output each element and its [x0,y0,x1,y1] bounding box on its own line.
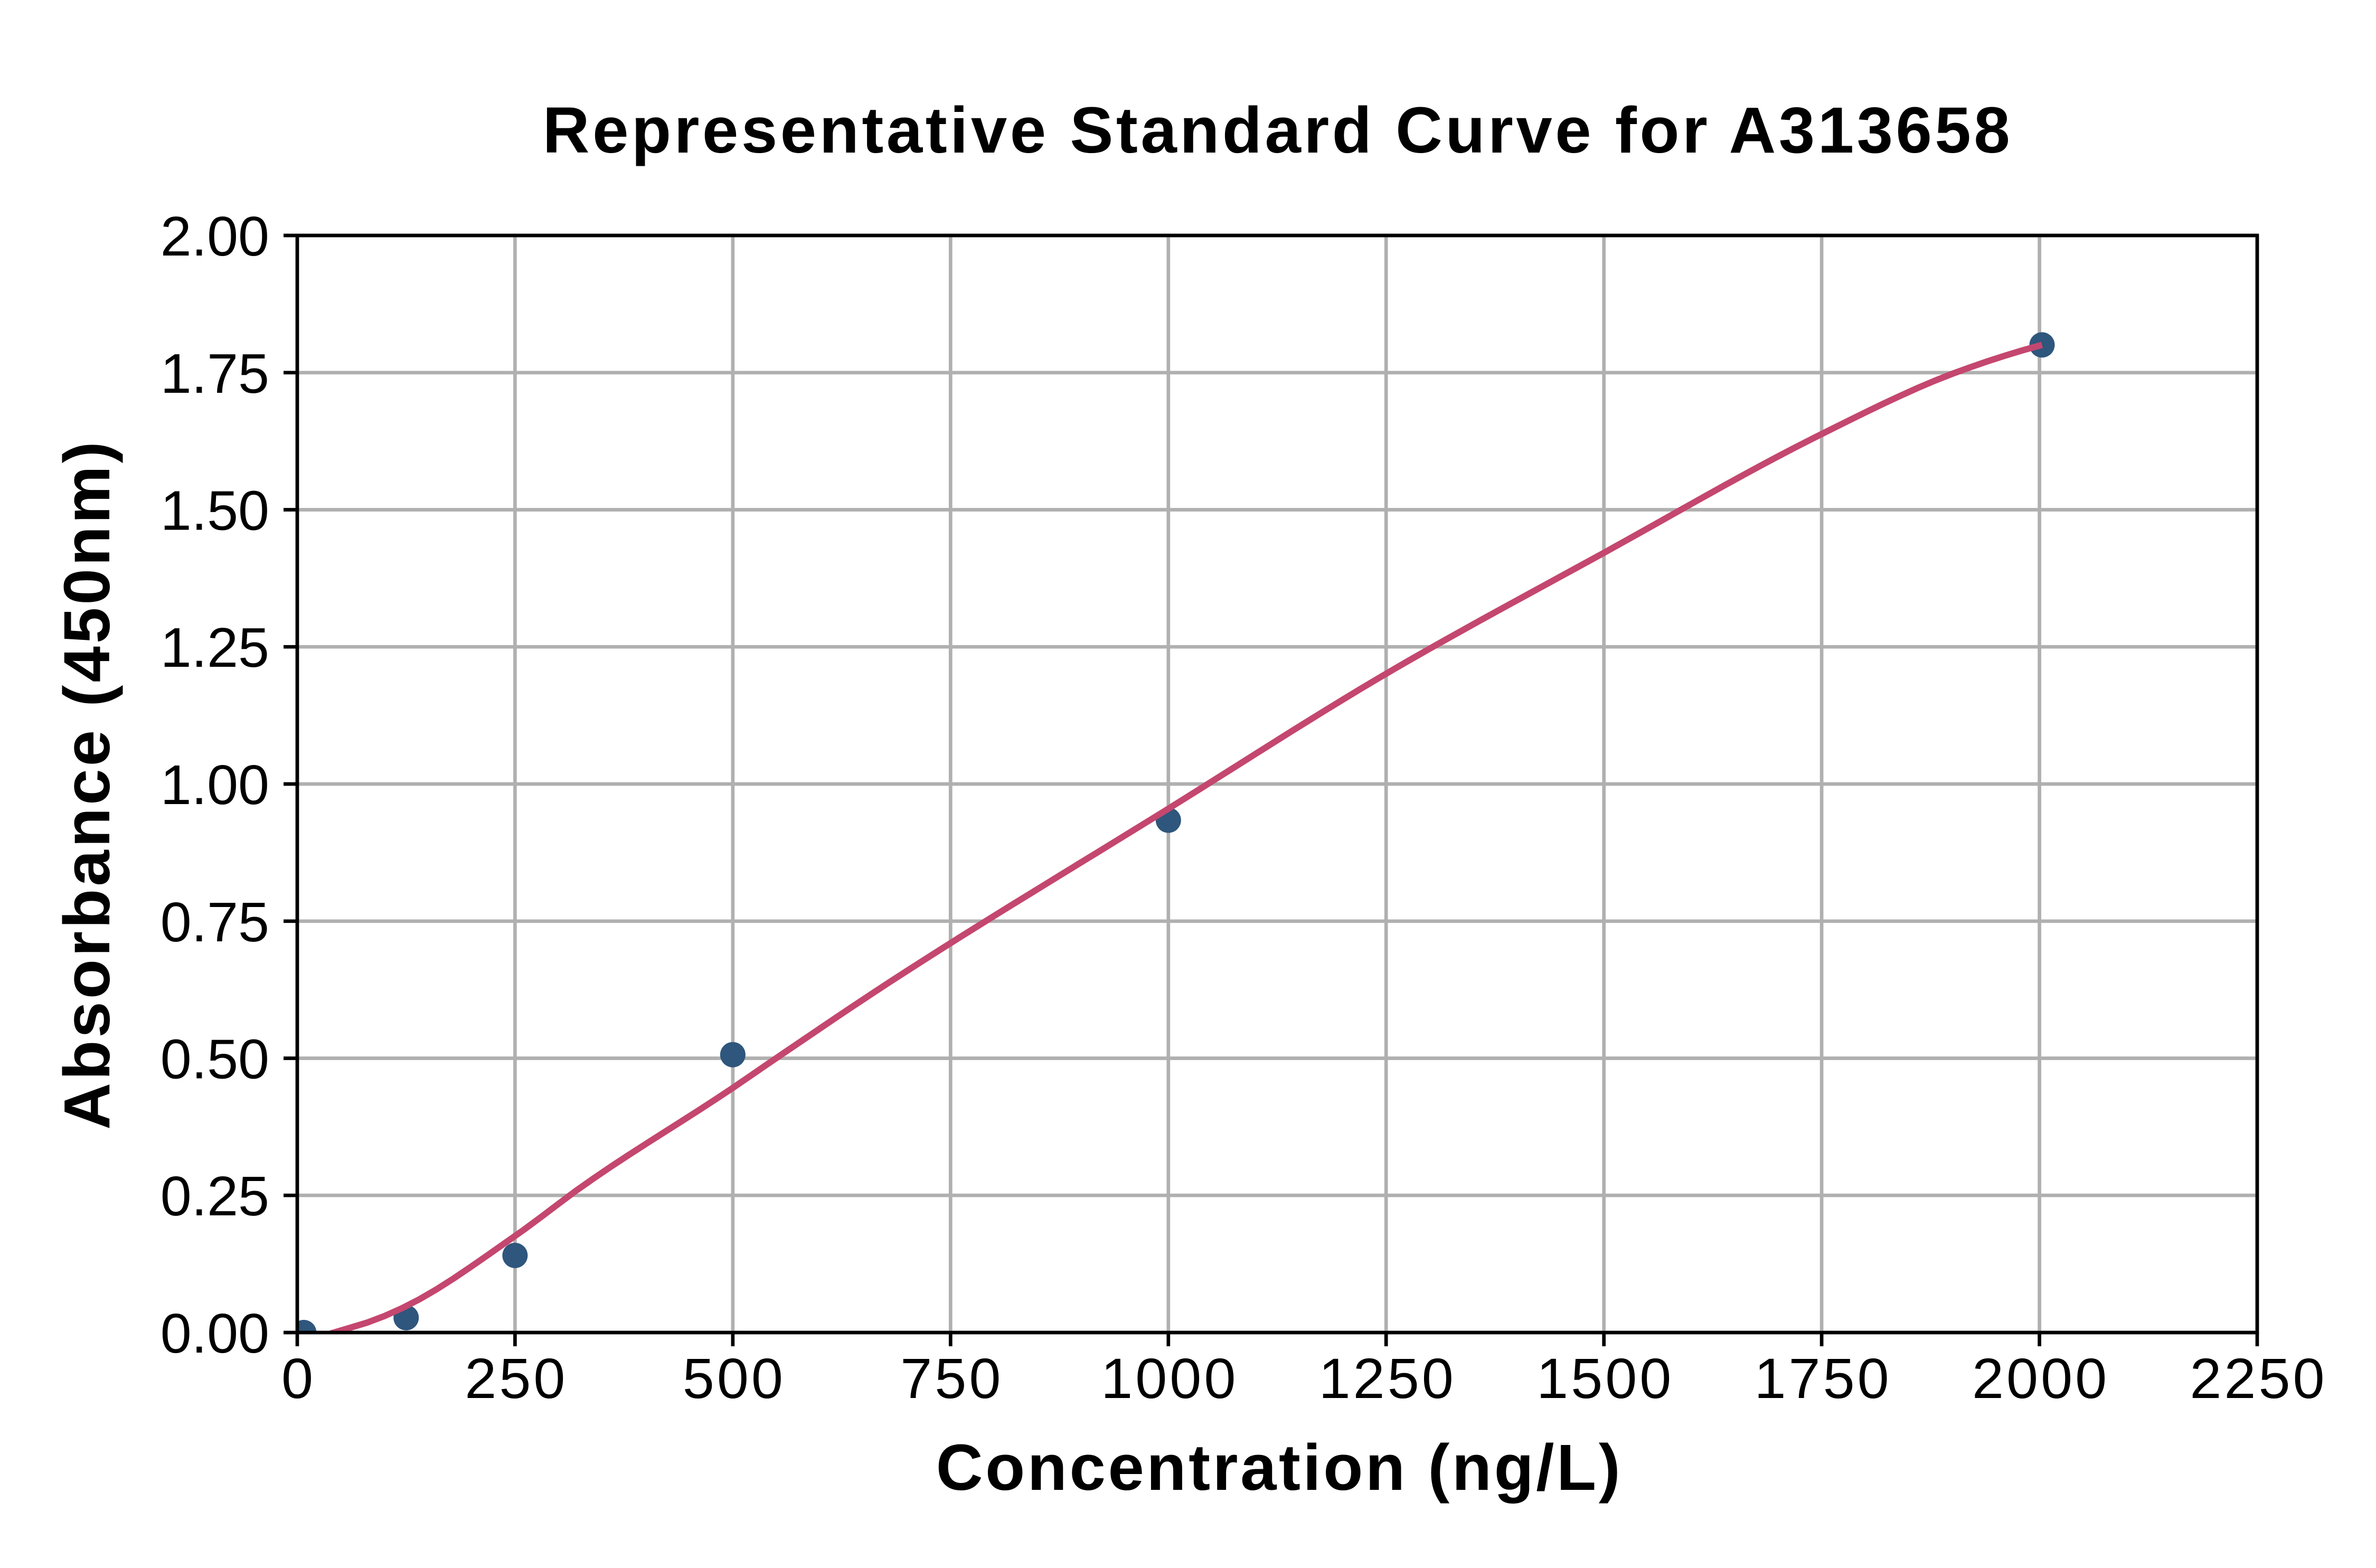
svg-text:750: 750 [900,1346,1003,1410]
svg-text:0.25: 0.25 [161,1165,269,1227]
svg-text:250: 250 [465,1346,568,1410]
svg-text:2250: 2250 [2190,1346,2327,1410]
svg-text:2000: 2000 [1972,1346,2109,1410]
svg-text:Representative Standard Curve: Representative Standard Curve for A31365… [543,95,2013,167]
svg-text:1.25: 1.25 [161,617,269,679]
svg-text:1750: 1750 [1754,1346,1891,1410]
svg-text:1.00: 1.00 [161,754,269,816]
svg-text:Concentration (ng/L): Concentration (ng/L) [936,1432,1623,1504]
svg-text:1.75: 1.75 [161,343,269,405]
svg-text:1500: 1500 [1536,1346,1674,1410]
svg-text:2.00: 2.00 [161,205,269,268]
svg-text:0.75: 0.75 [161,891,269,953]
svg-text:0.50: 0.50 [161,1028,269,1091]
svg-text:500: 500 [683,1346,786,1410]
svg-text:1.50: 1.50 [161,480,269,542]
svg-text:Absorbance (450nm): Absorbance (450nm) [51,439,124,1129]
svg-text:0.00: 0.00 [161,1302,269,1365]
svg-text:0: 0 [281,1346,316,1410]
svg-text:1250: 1250 [1319,1346,1456,1410]
svg-text:1000: 1000 [1101,1346,1238,1410]
